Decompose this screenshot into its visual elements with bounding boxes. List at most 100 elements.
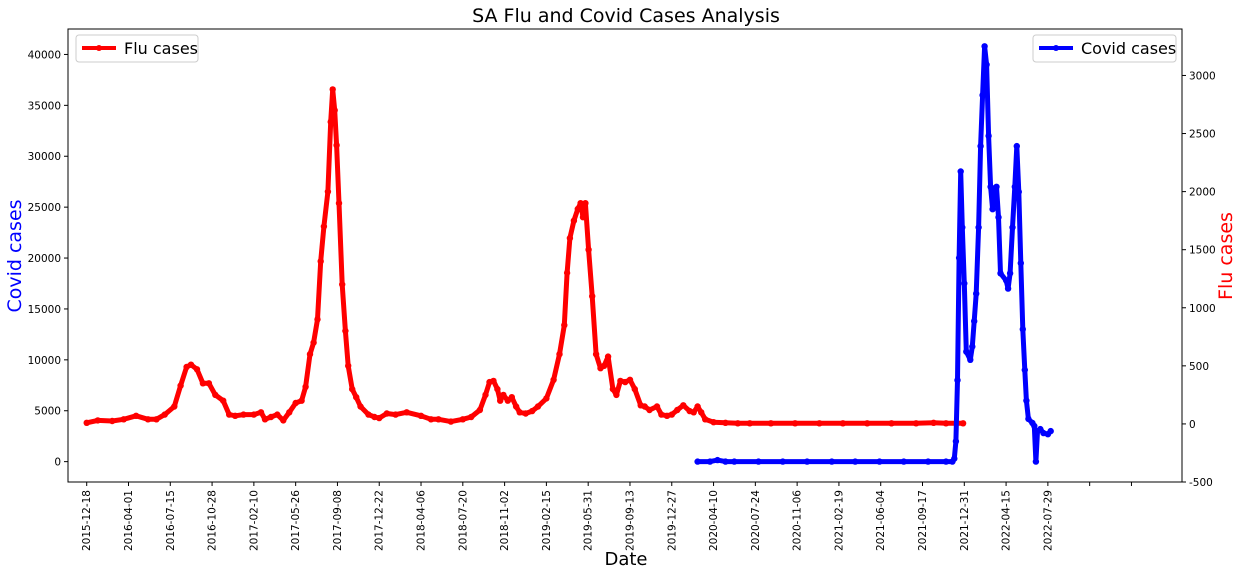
flu-cases-point xyxy=(342,327,349,335)
flu-cases-point xyxy=(839,420,847,427)
flu-cases-point xyxy=(646,406,653,414)
covid-cases-point xyxy=(942,458,950,465)
y-axis-label-right: Flu cases xyxy=(1215,212,1237,300)
flu-cases-point xyxy=(613,391,620,399)
flu-cases-point xyxy=(497,397,504,404)
covid-cases-point xyxy=(924,458,932,465)
x-tick-label: 2020-04-10 xyxy=(708,490,720,551)
legend-flu: Flu cases xyxy=(75,34,199,63)
x-tick-label: 2017-12-22 xyxy=(374,490,386,551)
flu-cases-point xyxy=(930,419,937,426)
flu-cases-point xyxy=(161,411,168,418)
flu-cases-point xyxy=(257,409,265,416)
x-tick-label: 2015-12-18 xyxy=(81,490,93,551)
flu-cases-point xyxy=(403,409,410,416)
flu-cases-point xyxy=(722,419,729,426)
flu-cases-point xyxy=(327,118,334,126)
flu-cases-point xyxy=(212,391,219,399)
covid-cases-point xyxy=(828,458,835,465)
flu-cases-point xyxy=(592,351,600,358)
flu-cases-point xyxy=(171,403,178,410)
flu-cases-point xyxy=(193,366,201,373)
flu-cases-point xyxy=(522,410,529,417)
x-tick-label: 2016-04-01 xyxy=(123,490,135,551)
flu-cases-point xyxy=(310,339,317,346)
flu-cases-point xyxy=(317,258,324,265)
covid-cases-point xyxy=(1019,326,1026,333)
flu-cases-point xyxy=(417,412,425,419)
flu-cases-point xyxy=(508,394,515,401)
flu-cases-point xyxy=(528,407,536,415)
covid-cases-point xyxy=(991,188,998,196)
flu-cases-point xyxy=(702,416,709,423)
legend-flu-label: Flu cases xyxy=(124,39,198,58)
covid-cases-point xyxy=(989,206,996,213)
flu-cases-point xyxy=(600,362,608,369)
left-y-tick-label: 0 xyxy=(54,457,61,469)
covid-cases-point xyxy=(1004,285,1012,292)
covid-cases-point xyxy=(961,280,968,287)
flu-cases-line xyxy=(84,86,966,426)
covid-cases-point xyxy=(985,132,992,140)
flu-cases-point xyxy=(698,409,705,416)
flu-cases-point xyxy=(500,391,507,399)
flu-cases-point xyxy=(577,200,584,207)
covid-cases-point xyxy=(1025,415,1032,423)
flu-cases-point xyxy=(177,382,184,389)
x-tick-label: 2021-12-31 xyxy=(959,490,971,551)
covid-cases-point xyxy=(1031,422,1038,430)
flu-cases-point xyxy=(622,378,629,386)
covid-cases-point xyxy=(954,377,961,384)
left-y-axis: 0 5000 10000 15000 20000 25000 30000 35000 40000 xyxy=(28,49,68,469)
flu-cases-point xyxy=(383,410,390,417)
flu-cases-point xyxy=(534,403,542,410)
flu-cases-point xyxy=(324,188,332,195)
flu-cases-point xyxy=(335,200,343,207)
flu-cases-point xyxy=(566,234,574,242)
flu-cases-point xyxy=(250,411,258,418)
covid-cases-point xyxy=(979,92,986,99)
covid-cases-point xyxy=(1032,458,1040,465)
flu-cases-point xyxy=(120,416,127,423)
right-y-tick-label: 1000 xyxy=(1189,303,1216,315)
x-axis: 2015-12-18 2016-04-01 2016-07-15 2016-10-28… xyxy=(81,482,1132,551)
flu-cases-point xyxy=(864,420,871,427)
right-y-tick-label: 0 xyxy=(1189,419,1196,431)
flu-cases-point xyxy=(490,377,497,385)
covid-cases-point xyxy=(706,458,714,465)
flu-cases-point xyxy=(734,420,741,427)
flu-cases-point xyxy=(710,419,717,426)
flu-cases-point xyxy=(912,420,920,427)
flu-cases-point xyxy=(468,413,475,421)
covid-cases-point xyxy=(969,343,976,350)
x-tick-label: 2017-05-26 xyxy=(290,490,302,551)
flu-cases-point xyxy=(494,385,501,393)
flu-cases-point xyxy=(563,269,571,277)
flu-cases-point xyxy=(333,142,340,149)
flu-cases-point xyxy=(641,403,648,410)
covid-cases-point xyxy=(1021,366,1028,374)
covid-cases-point xyxy=(997,270,1004,277)
covid-cases-point xyxy=(900,458,907,465)
covid-cases-point xyxy=(957,168,964,175)
left-y-tick-label: 40000 xyxy=(28,49,61,61)
covid-cases-point xyxy=(987,183,994,190)
flu-cases-point xyxy=(302,383,309,390)
flu-cases-point xyxy=(617,377,624,385)
flu-cases-point xyxy=(626,376,634,383)
plot-area xyxy=(67,28,1183,483)
flu-cases-point xyxy=(153,416,160,423)
x-tick-label: 2018-11-02 xyxy=(499,490,511,551)
right-y-tick-label: -500 xyxy=(1189,477,1213,489)
x-tick-label: 2019-02-15 xyxy=(541,490,553,551)
flu-cases-point xyxy=(680,402,687,409)
flu-cases-point xyxy=(516,409,523,416)
covid-cases-point xyxy=(952,438,960,445)
right-y-tick-label: 3000 xyxy=(1189,70,1216,82)
covid-cases-point xyxy=(722,458,729,465)
flu-cases-point xyxy=(267,413,275,421)
flu-cases-point xyxy=(447,418,455,425)
covid-cases-point xyxy=(803,458,811,465)
covid-cases-point xyxy=(1015,188,1022,196)
flu-cases-point xyxy=(459,416,466,423)
